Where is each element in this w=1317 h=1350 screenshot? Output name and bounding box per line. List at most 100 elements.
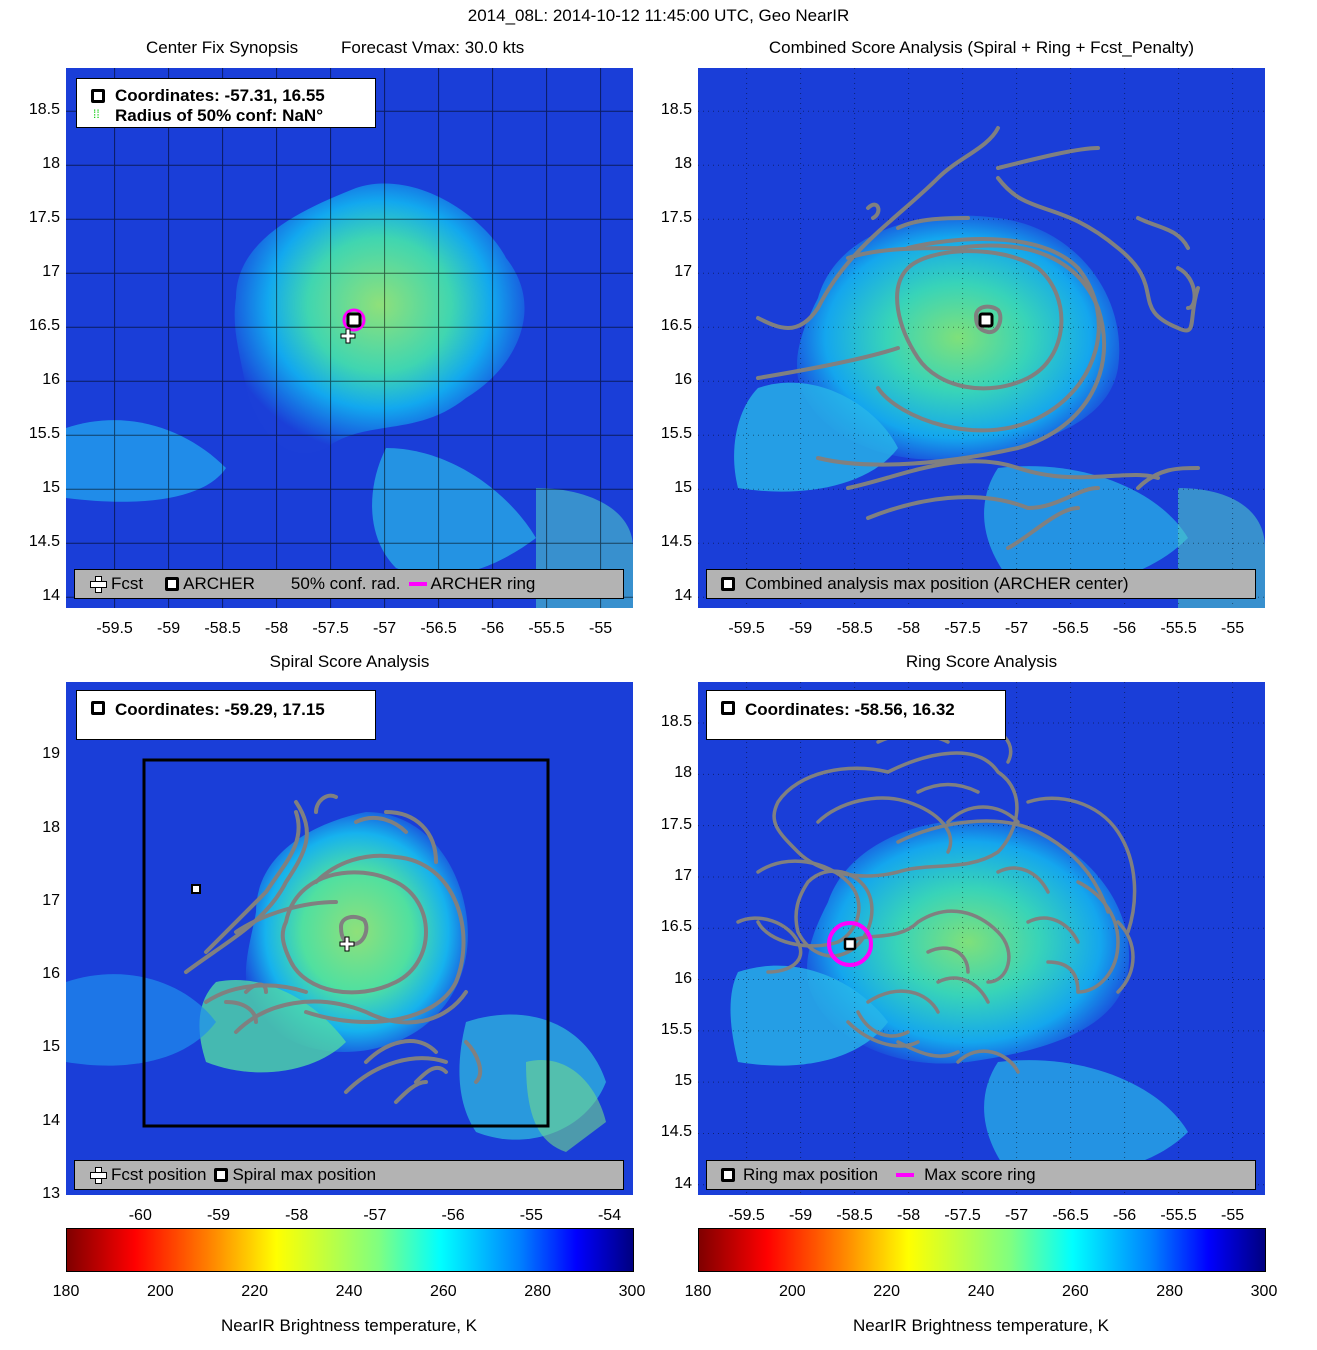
colorbar-tick-label: 220 bbox=[241, 1283, 268, 1300]
br-plot: Coordinates: -58.56, 16.32 Ring max posi… bbox=[698, 682, 1265, 1195]
y-tick-label: 14 bbox=[42, 587, 60, 605]
y-tick-label: 15.5 bbox=[660, 425, 692, 443]
x-tick-label: -57.5 bbox=[944, 620, 981, 637]
ring-line-icon bbox=[896, 1173, 915, 1177]
y-tick-label: 15 bbox=[674, 1072, 692, 1090]
tr-max-marker bbox=[978, 312, 994, 328]
ring-square-icon bbox=[721, 700, 735, 715]
x-tick-label: -56.5 bbox=[1052, 620, 1089, 637]
y-tick-label: 16 bbox=[42, 371, 60, 389]
br-legend-ring: Ring max position bbox=[743, 1165, 879, 1184]
y-tick-label: 17.5 bbox=[660, 209, 692, 227]
x-tick-label: -55 bbox=[519, 1207, 543, 1224]
x-tick-label: -59.5 bbox=[728, 620, 765, 637]
x-tick-label: -59.5 bbox=[96, 620, 133, 637]
y-tick-label: 14 bbox=[42, 1111, 60, 1129]
tl-archer-ring bbox=[342, 308, 366, 332]
y-tick-label: 17 bbox=[674, 263, 692, 281]
y-tick-label: 18 bbox=[42, 818, 60, 836]
tr-title: Combined Score Analysis (Spiral + Ring +… bbox=[768, 38, 1195, 57]
br-legend-score: Max score ring bbox=[924, 1165, 1036, 1184]
colorbar-tick-label: 200 bbox=[146, 1283, 174, 1300]
colorbar-tick-label: 180 bbox=[684, 1283, 712, 1300]
x-tick-label: -57 bbox=[1005, 1207, 1029, 1224]
colorbar-tick-label: 300 bbox=[1250, 1283, 1278, 1300]
x-tick-label: -57 bbox=[363, 1207, 387, 1224]
x-tick-label: -55 bbox=[589, 620, 613, 637]
fcst-plus-icon bbox=[89, 1166, 107, 1184]
x-tick-label: -58.5 bbox=[836, 1207, 873, 1224]
spiral-square-icon bbox=[214, 1168, 229, 1182]
bl-legend-bottom: Fcst position Spiral max position bbox=[74, 1160, 624, 1190]
x-tick-label: -59.5 bbox=[728, 1207, 765, 1224]
colorbar-tick-label: 220 bbox=[873, 1283, 900, 1300]
bl-plot: Coordinates: -59.29, 17.15 Fcst position… bbox=[66, 682, 633, 1195]
colorbar-tick-label: 200 bbox=[778, 1283, 806, 1300]
br-coordinates: Coordinates: -58.56, 16.32 bbox=[745, 700, 955, 719]
tl-subtitle: Forecast Vmax: 30.0 kts bbox=[341, 38, 525, 57]
ring-square-icon bbox=[721, 1168, 735, 1182]
tl-radius: Radius of 50% conf: NaN° bbox=[115, 106, 323, 125]
y-tick-label: 14 bbox=[674, 587, 692, 605]
y-tick-label: 16.5 bbox=[660, 317, 692, 335]
y-tick-label: 14.5 bbox=[28, 533, 60, 551]
colorbar-tick-label: 180 bbox=[52, 1283, 80, 1300]
figure-title: 2014_08L: 2014-10-12 11:45:00 UTC, Geo N… bbox=[467, 6, 850, 25]
bl-legend-top: Coordinates: -59.29, 17.15 bbox=[76, 690, 376, 740]
y-tick-label: 16 bbox=[42, 965, 60, 983]
x-tick-label: -57 bbox=[373, 620, 397, 637]
br-plot-svg bbox=[698, 682, 1265, 1195]
x-tick-label: -57.5 bbox=[312, 620, 349, 637]
y-tick-label: 13 bbox=[42, 1185, 60, 1202]
y-tick-label: 18.5 bbox=[660, 713, 692, 731]
tl-legend-archer: ARCHER bbox=[183, 574, 255, 593]
conf-radius-icon: ⁞⁞ bbox=[93, 107, 100, 121]
x-tick-label: -55 bbox=[1221, 1207, 1245, 1224]
tr-plot: Combined analysis max position (ARCHER c… bbox=[698, 68, 1265, 608]
x-tick-label: -56.5 bbox=[420, 620, 457, 637]
max-square-icon bbox=[721, 577, 735, 591]
y-tick-label: 19 bbox=[42, 745, 60, 763]
y-tick-label: 17 bbox=[42, 263, 60, 281]
bl-contours bbox=[184, 793, 483, 1104]
y-tick-label: 15.5 bbox=[660, 1020, 692, 1038]
y-tick-label: 18 bbox=[674, 155, 692, 173]
y-tick-label: 15 bbox=[674, 479, 692, 497]
ring-line-icon bbox=[408, 582, 427, 586]
x-tick-label: -55.5 bbox=[528, 620, 565, 637]
tr-plot-svg bbox=[698, 68, 1265, 608]
x-tick-label: -58 bbox=[897, 620, 921, 637]
x-tick-label: -56 bbox=[1113, 1207, 1137, 1224]
colorbar-tick-label: 280 bbox=[1156, 1283, 1183, 1300]
colorbar-tick-label: 280 bbox=[524, 1283, 551, 1300]
x-tick-label: -58 bbox=[897, 1207, 921, 1224]
br-legend-top: Coordinates: -58.56, 16.32 bbox=[706, 690, 1006, 740]
bl-legend-fcst: Fcst position bbox=[111, 1165, 207, 1184]
spiral-square-icon bbox=[91, 700, 105, 715]
tl-legend-fcst: Fcst bbox=[111, 574, 144, 593]
x-tick-label: -59 bbox=[789, 620, 813, 637]
x-tick-label: -58 bbox=[285, 1207, 309, 1224]
br-legend-bottom: Ring max position Max score ring bbox=[706, 1160, 1256, 1190]
tl-title: Center Fix Synopsis bbox=[146, 38, 299, 57]
colorbar-tick-label: 260 bbox=[1061, 1283, 1089, 1300]
y-tick-label: 15 bbox=[42, 1038, 60, 1056]
tl-plot: Coordinates: -57.31, 16.55 ⁞⁞ Radius of … bbox=[66, 68, 633, 608]
y-tick-label: 14 bbox=[674, 1174, 692, 1192]
x-tick-label: -56 bbox=[1113, 620, 1137, 637]
y-tick-label: 18.5 bbox=[660, 101, 692, 119]
tl-legend-top: Coordinates: -57.31, 16.55 ⁞⁞ Radius of … bbox=[76, 78, 376, 128]
tl-coordinates: Coordinates: -57.31, 16.55 bbox=[115, 86, 325, 105]
y-tick-label: 16.5 bbox=[28, 317, 60, 335]
tr-legend-label: Combined analysis max position (ARCHER c… bbox=[745, 574, 1129, 593]
colorbar-right bbox=[698, 1228, 1266, 1272]
x-tick-label: -55.5 bbox=[1160, 1207, 1197, 1224]
x-tick-label: -58.5 bbox=[204, 620, 241, 637]
colorbar-right-label: NearIR Brightness temperature, K bbox=[852, 1316, 1110, 1335]
x-tick-label: -56 bbox=[481, 620, 505, 637]
colorbar-left-label: NearIR Brightness temperature, K bbox=[220, 1316, 478, 1335]
x-tick-label: -56.5 bbox=[1052, 1207, 1089, 1224]
x-tick-label: -57.5 bbox=[944, 1207, 981, 1224]
bl-title: Spiral Score Analysis bbox=[269, 652, 430, 671]
bl-fcst-marker bbox=[339, 936, 355, 952]
